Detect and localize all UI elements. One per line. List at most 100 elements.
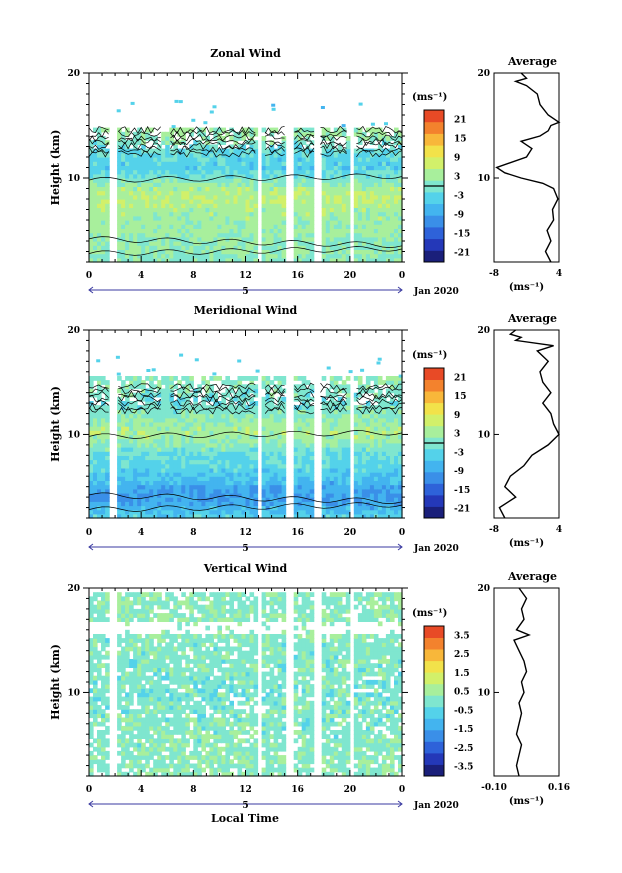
heatmap-cell bbox=[97, 430, 102, 436]
heatmap-cell bbox=[93, 634, 98, 639]
heatmap-cell bbox=[293, 249, 299, 255]
heatmap-cell bbox=[361, 253, 367, 259]
heatmap-cell bbox=[321, 480, 327, 486]
heatmap-cell bbox=[381, 513, 387, 519]
contour-line bbox=[88, 502, 403, 512]
heatmap-cell bbox=[365, 484, 371, 490]
heatmap-cell bbox=[373, 224, 379, 229]
heatmap-cell bbox=[241, 161, 247, 166]
heatmap-cell bbox=[97, 144, 102, 150]
heatmap-cell bbox=[357, 203, 363, 208]
heatmap-cell bbox=[117, 650, 122, 656]
heatmap-cell bbox=[221, 438, 226, 444]
heatmap-cell bbox=[121, 215, 126, 221]
heatmap-cell bbox=[269, 127, 275, 133]
heatmap-cell bbox=[369, 409, 375, 415]
heatmap-cell bbox=[321, 497, 327, 502]
heatmap-cell bbox=[398, 409, 403, 415]
heatmap-cell bbox=[277, 426, 283, 431]
heatmap-cell bbox=[89, 480, 94, 486]
heatmap-cell bbox=[197, 211, 202, 217]
heatmap-cell bbox=[225, 513, 230, 519]
heatmap-cell bbox=[297, 173, 303, 179]
heatmap-cell bbox=[145, 173, 150, 179]
heatmap-cell bbox=[281, 157, 287, 162]
heatmap-cell bbox=[93, 642, 98, 648]
heatmap-cell bbox=[329, 245, 335, 250]
heatmap-cell bbox=[329, 396, 335, 402]
heatmap-cell bbox=[185, 438, 190, 444]
heatmap-cell bbox=[121, 249, 126, 255]
heatmap-cell bbox=[309, 152, 315, 158]
heatmap-cell bbox=[293, 241, 299, 246]
heatmap-cell bbox=[245, 442, 251, 448]
heatmap-cell bbox=[177, 463, 182, 469]
heatmap-cell bbox=[265, 413, 271, 419]
heatmap-cell bbox=[293, 488, 299, 494]
heatmap-cell bbox=[357, 472, 363, 477]
heatmap-cell bbox=[105, 236, 110, 242]
heatmap-cell bbox=[373, 430, 379, 436]
heatmap-cell bbox=[129, 679, 134, 685]
heatmap-cell bbox=[213, 480, 218, 486]
heatmap-cell bbox=[297, 194, 303, 200]
date-label: Jan 2020 bbox=[413, 287, 459, 297]
heatmap-cell bbox=[398, 384, 403, 390]
heatmap-cell bbox=[169, 384, 174, 390]
heatmap-cell bbox=[121, 409, 126, 415]
heatmap-cell bbox=[353, 131, 359, 137]
heatmap-cell bbox=[221, 224, 226, 229]
heatmap-cell bbox=[165, 459, 170, 465]
heatmap-cell bbox=[161, 497, 166, 502]
heatmap-cell bbox=[97, 746, 102, 752]
heatmap-cell bbox=[97, 688, 102, 694]
heatmap-cell bbox=[173, 509, 178, 515]
colorbar-swatch bbox=[424, 191, 444, 204]
heatmap-cell bbox=[333, 157, 339, 162]
heatmap-cell bbox=[193, 434, 198, 440]
heatmap-cell bbox=[157, 455, 162, 461]
heatmap-cell bbox=[213, 392, 218, 398]
heatmap-cell bbox=[205, 409, 210, 415]
heatmap-cell bbox=[398, 396, 403, 402]
heatmap-cell bbox=[390, 501, 395, 507]
heatmap-cell bbox=[249, 245, 255, 250]
heatmap-cell bbox=[245, 405, 251, 410]
heatmap-cell bbox=[197, 426, 202, 431]
heatmap-cell bbox=[161, 157, 166, 162]
heatmap-cell bbox=[277, 405, 283, 410]
heatmap-cell bbox=[129, 725, 134, 731]
heatmap-cell bbox=[153, 199, 158, 204]
heatmap-cell bbox=[193, 215, 198, 221]
heatmap-cell bbox=[129, 152, 134, 158]
heatmap-cell bbox=[253, 207, 259, 213]
heatmap-cell bbox=[281, 207, 287, 213]
heatmap-cell bbox=[153, 513, 158, 519]
heatmap-cell bbox=[390, 178, 395, 183]
heatmap-cell bbox=[329, 459, 335, 465]
heatmap-cell bbox=[309, 211, 315, 217]
heatmap-cell bbox=[189, 426, 194, 431]
heatmap-cell bbox=[101, 675, 106, 681]
heatmap-cell bbox=[361, 182, 367, 187]
heatmap-cell bbox=[365, 388, 371, 394]
heatmap-cell bbox=[377, 161, 383, 166]
heatmap-cell bbox=[265, 215, 271, 221]
heatmap-cell bbox=[361, 455, 367, 461]
heatmap-cell bbox=[105, 513, 110, 519]
heatmap-cell bbox=[173, 455, 178, 461]
heatmap-cell bbox=[373, 484, 379, 490]
heatmap-cell bbox=[333, 380, 339, 385]
heatmap-cell bbox=[369, 472, 375, 477]
heatmap-cell bbox=[249, 224, 255, 229]
heatmap-cell bbox=[181, 161, 186, 166]
heatmap-cell bbox=[189, 476, 194, 481]
heatmap-cell bbox=[93, 127, 98, 133]
heatmap-cell bbox=[305, 190, 311, 196]
heatmap-cell bbox=[329, 157, 335, 162]
heatmap-cell bbox=[273, 220, 279, 225]
heatmap-cell bbox=[245, 253, 251, 259]
heatmap-cell bbox=[153, 459, 158, 465]
heatmap-cell bbox=[121, 182, 126, 187]
heatmap-cell bbox=[141, 169, 146, 175]
